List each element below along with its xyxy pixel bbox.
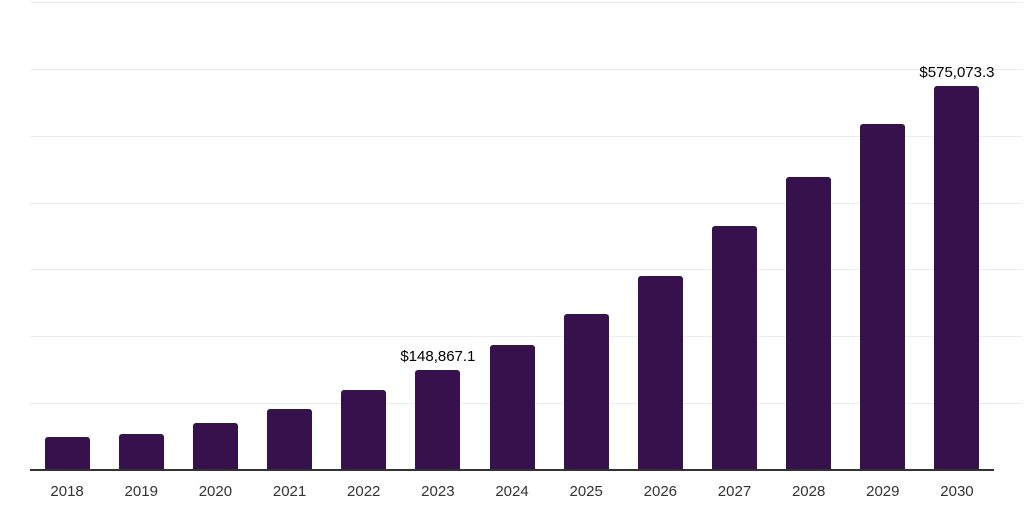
- x-tick-label: 2020: [198, 483, 233, 500]
- bar-slot: [772, 2, 846, 470]
- bar-2025[interactable]: [563, 314, 609, 470]
- x-axis-labels: 2018 2019 2020 2021 2022 2023 2024 2025 2026 2027…: [30, 471, 994, 512]
- bar-slot: $148,867.1: [400, 2, 476, 470]
- bar-slot: [697, 2, 771, 470]
- x-tick-label: 2021: [272, 483, 307, 500]
- bar-2027[interactable]: [711, 225, 757, 470]
- bar-value-label: $148,867.1: [400, 348, 476, 366]
- bar-slot: [549, 2, 623, 470]
- bar-slot: [104, 2, 178, 470]
- x-tick-label: 2018: [50, 483, 84, 500]
- bar-2028[interactable]: [786, 176, 832, 470]
- x-tick-label: 2030: [940, 483, 974, 500]
- x-tick-label: 2023: [421, 483, 455, 500]
- x-tick-label: 2022: [347, 483, 381, 500]
- x-tick-label: 2027: [717, 483, 752, 500]
- x-tick-label: 2025: [569, 483, 603, 500]
- gridline: [30, 202, 1022, 204]
- x-tick-label: 2029: [866, 483, 900, 500]
- bar-value-label: $575,073.3: [919, 63, 995, 81]
- x-axis-line: [30, 469, 994, 471]
- bar-2018[interactable]: [44, 436, 90, 470]
- bar-slot: [252, 2, 326, 470]
- bar-slot: [475, 2, 549, 470]
- gridline: [30, 2, 1022, 3]
- bar-slot: [178, 2, 252, 470]
- bar-2026[interactable]: [637, 275, 683, 470]
- plot-area: $148,867.1 $575,073.3: [30, 2, 1022, 470]
- bar-slot: [30, 2, 104, 470]
- bar-2023[interactable]: [415, 370, 461, 470]
- bar-slot: [846, 2, 920, 470]
- bar-2020[interactable]: [192, 423, 238, 470]
- gridline: [30, 269, 1022, 271]
- bar-2024[interactable]: [489, 345, 535, 470]
- x-tick-label: 2024: [495, 483, 529, 500]
- bar-2019[interactable]: [118, 433, 164, 470]
- bar-2030[interactable]: [934, 85, 980, 470]
- gridline: [30, 68, 1022, 70]
- x-tick-label: 2026: [643, 483, 678, 500]
- gridline: [30, 336, 1022, 338]
- bar-2022[interactable]: [341, 390, 387, 470]
- bar-2029[interactable]: [860, 124, 906, 470]
- bar-slot: [327, 2, 401, 470]
- bars-layer: $148,867.1 $575,073.3: [30, 2, 994, 470]
- x-tick-label: 2028: [791, 483, 826, 500]
- gridline: [30, 135, 1022, 137]
- bar-slot: $575,073.3: [919, 2, 995, 470]
- bar-2021[interactable]: [267, 409, 313, 470]
- x-tick-label: 2019: [124, 483, 158, 500]
- bar-slot: [623, 2, 697, 470]
